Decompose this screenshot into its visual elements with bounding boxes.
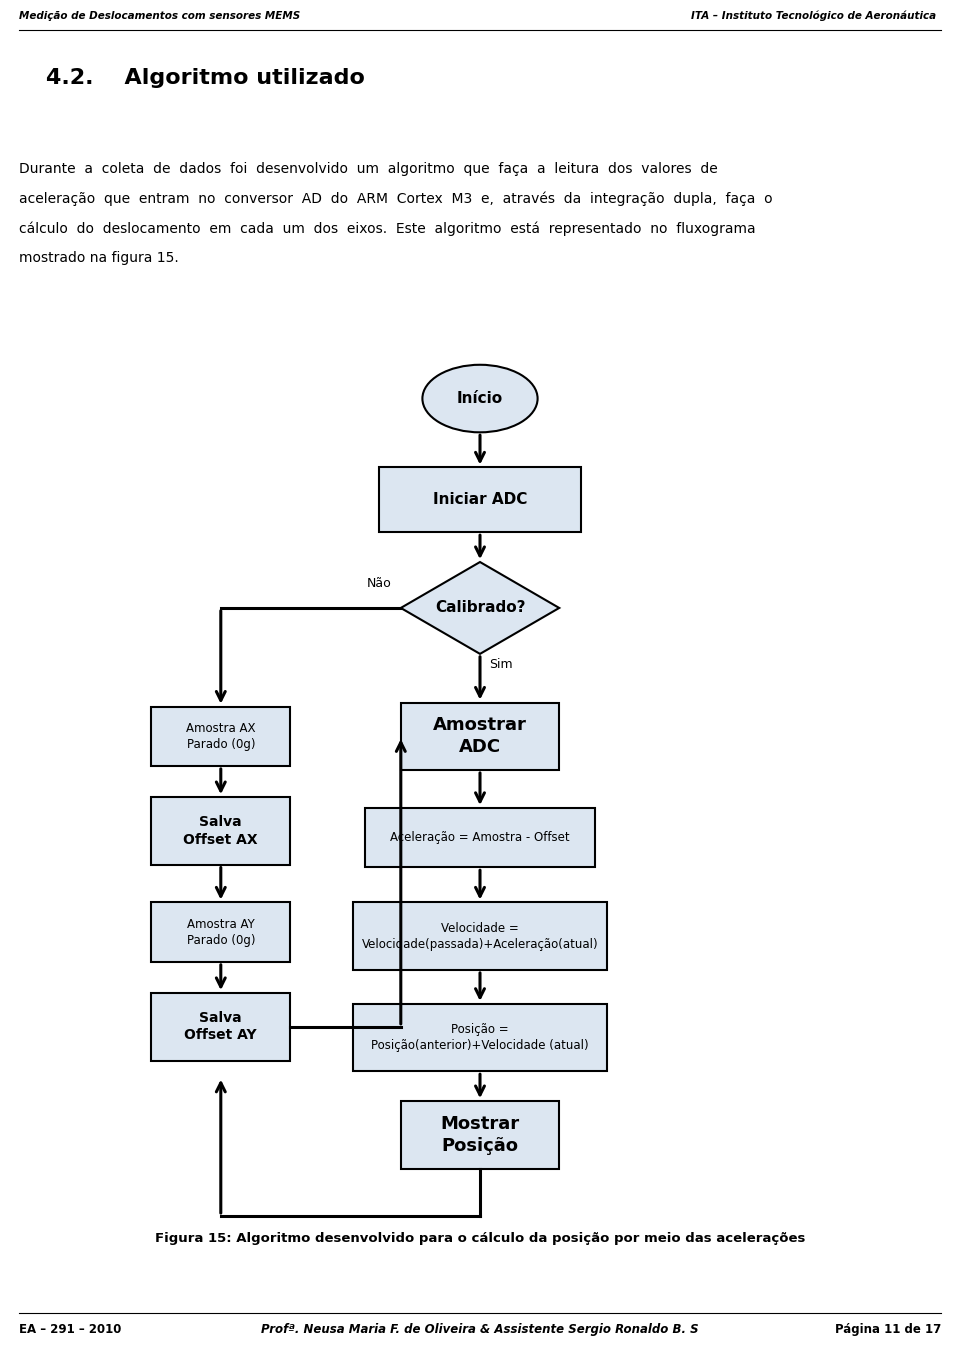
Text: Amostra AX
Parado (0g): Amostra AX Parado (0g): [186, 721, 255, 751]
Text: Salva
Offset AY: Salva Offset AY: [184, 1011, 257, 1043]
Text: Mostrar
Posição: Mostrar Posição: [441, 1115, 519, 1155]
Text: Sim: Sim: [490, 658, 514, 671]
Text: Amostrar
ADC: Amostrar ADC: [433, 716, 527, 757]
Text: EA – 291 – 2010: EA – 291 – 2010: [19, 1323, 122, 1336]
Text: Início: Início: [457, 390, 503, 407]
FancyBboxPatch shape: [379, 467, 581, 532]
Text: mostrado na figura 15.: mostrado na figura 15.: [19, 251, 179, 265]
FancyBboxPatch shape: [400, 703, 559, 770]
Text: Página 11 de 17: Página 11 de 17: [834, 1323, 941, 1336]
FancyBboxPatch shape: [353, 1004, 608, 1071]
Text: Profª. Neusa Maria F. de Oliveira & Assistente Sergio Ronaldo B. S: Profª. Neusa Maria F. de Oliveira & Assi…: [261, 1323, 699, 1336]
Text: Durante  a  coleta  de  dados  foi  desenvolvido  um  algoritmo  que  faça  a  l: Durante a coleta de dados foi desenvolvi…: [19, 162, 718, 176]
Text: Medição de Deslocamentos com sensores MEMS: Medição de Deslocamentos com sensores ME…: [19, 11, 300, 22]
Text: Velocidade =
Velocidade(passada)+Aceleração(atual): Velocidade = Velocidade(passada)+Acelera…: [362, 921, 598, 951]
Text: Salva
Offset AX: Salva Offset AX: [183, 815, 258, 847]
FancyBboxPatch shape: [353, 902, 608, 970]
FancyBboxPatch shape: [152, 993, 290, 1061]
Text: Aceleração = Amostra - Offset: Aceleração = Amostra - Offset: [390, 831, 570, 844]
FancyBboxPatch shape: [152, 797, 290, 865]
Text: Amostra AY
Parado (0g): Amostra AY Parado (0g): [186, 917, 255, 947]
Text: Posição =
Posição(anterior)+Velocidade (atual): Posição = Posição(anterior)+Velocidade (…: [372, 1023, 588, 1052]
Text: 4.2.    Algoritmo utilizado: 4.2. Algoritmo utilizado: [46, 69, 365, 88]
FancyBboxPatch shape: [365, 808, 595, 867]
Text: cálculo  do  deslocamento  em  cada  um  dos  eixos.  Este  algoritmo  está  rep: cálculo do deslocamento em cada um dos e…: [19, 222, 756, 236]
FancyBboxPatch shape: [152, 902, 290, 962]
Text: Figura 15: Algoritmo desenvolvido para o cálculo da posição por meio das acelera: Figura 15: Algoritmo desenvolvido para o…: [155, 1232, 805, 1246]
Ellipse shape: [422, 365, 538, 432]
Text: Calibrado?: Calibrado?: [435, 600, 525, 616]
Text: ITA – Instituto Tecnológico de Aeronáutica: ITA – Instituto Tecnológico de Aeronáuti…: [691, 11, 936, 22]
Text: Não: Não: [367, 577, 392, 590]
Text: aceleração  que  entram  no  conversor  AD  do  ARM  Cortex  M3  e,  através  da: aceleração que entram no conversor AD do…: [19, 192, 773, 207]
Polygon shape: [400, 562, 559, 654]
FancyBboxPatch shape: [152, 707, 290, 766]
Text: Iniciar ADC: Iniciar ADC: [433, 492, 527, 508]
FancyBboxPatch shape: [400, 1101, 559, 1169]
